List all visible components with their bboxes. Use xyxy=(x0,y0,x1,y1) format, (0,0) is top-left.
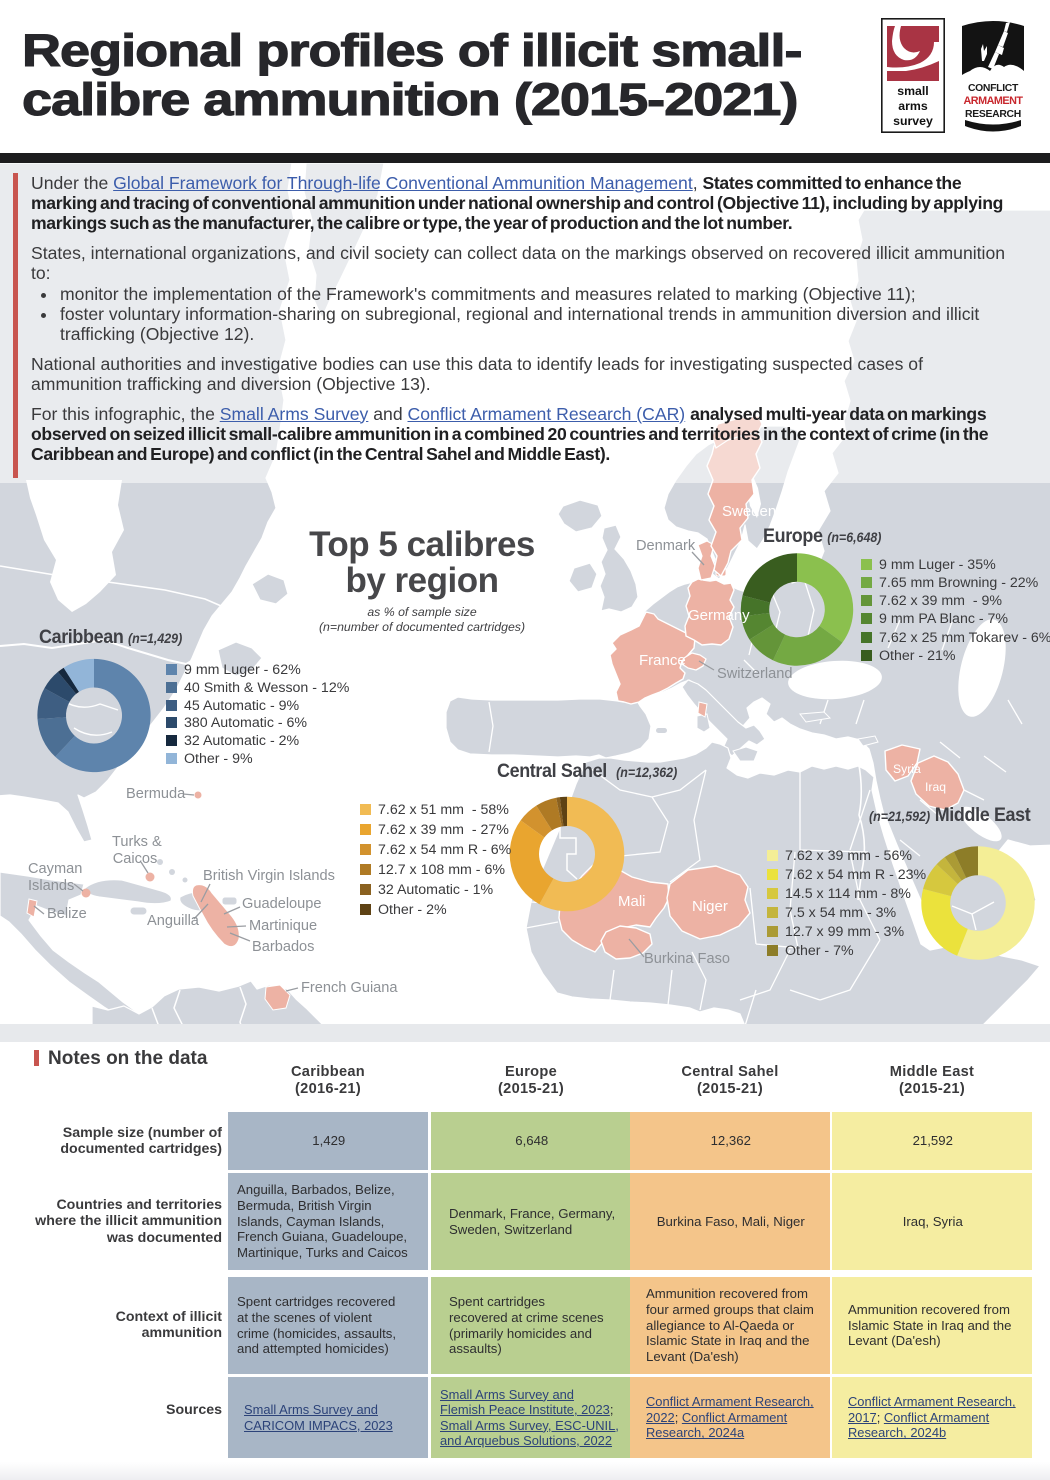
svg-text:RESEARCH: RESEARCH xyxy=(965,109,1021,120)
svg-text:ARMAMENT: ARMAMENT xyxy=(964,95,1024,107)
svg-text:CONFLICT: CONFLICT xyxy=(968,83,1019,94)
svg-text:arms: arms xyxy=(898,99,928,113)
svg-text:survey: survey xyxy=(893,114,933,128)
svg-text:small: small xyxy=(897,84,928,98)
